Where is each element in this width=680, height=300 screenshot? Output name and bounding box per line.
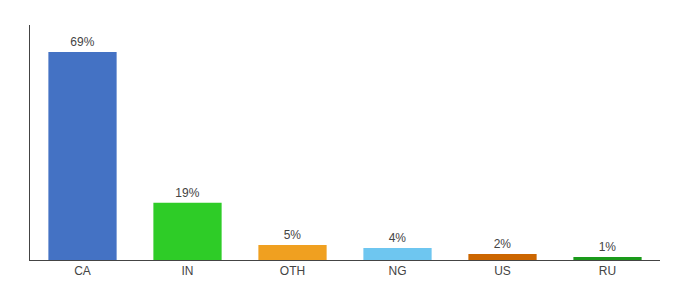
svg-text:US: US [494, 264, 511, 278]
svg-text:OTH: OTH [280, 264, 305, 278]
svg-text:IN: IN [182, 264, 194, 278]
svg-text:4%: 4% [389, 231, 407, 245]
svg-text:2%: 2% [494, 237, 512, 251]
svg-text:1%: 1% [599, 240, 617, 254]
svg-text:69%: 69% [70, 35, 94, 49]
svg-text:CA: CA [74, 264, 91, 278]
svg-text:5%: 5% [284, 228, 302, 242]
svg-text:RU: RU [599, 264, 616, 278]
svg-text:NG: NG [389, 264, 407, 278]
svg-text:19%: 19% [175, 186, 199, 200]
